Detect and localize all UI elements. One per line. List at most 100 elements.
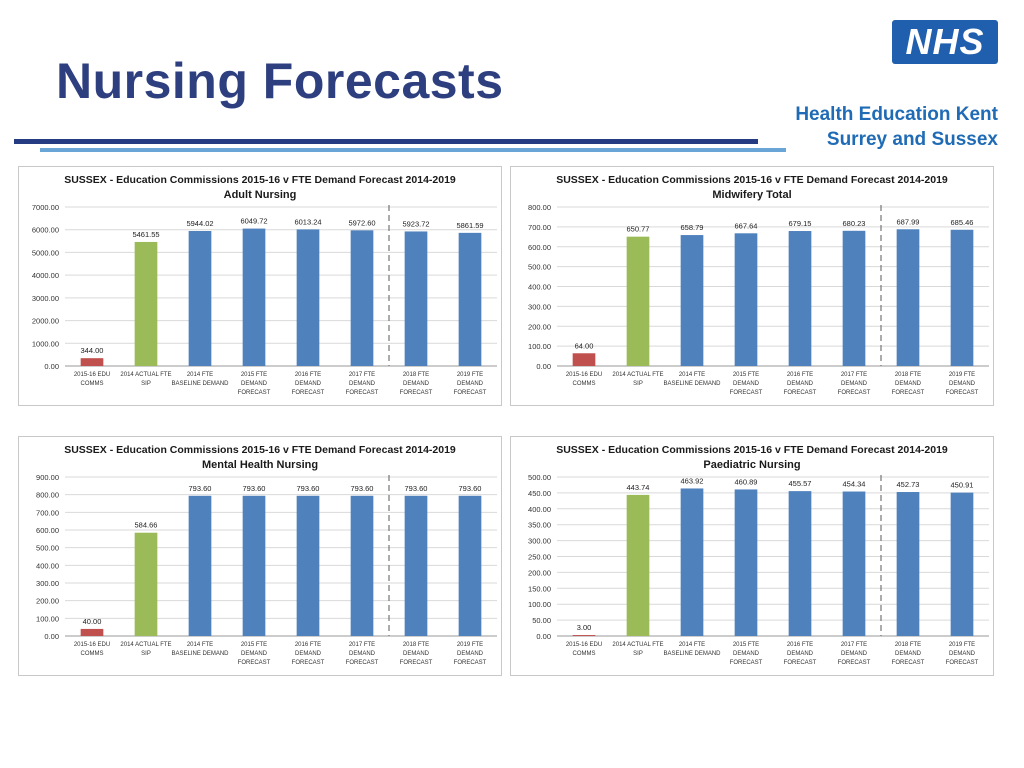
data-label: 5861.59 <box>456 221 483 230</box>
y-tick-label: 6000.00 <box>32 226 59 235</box>
x-category-label: FORECAST <box>400 390 433 396</box>
chart-subtitle: Paediatric Nursing <box>703 459 800 471</box>
x-category-label: 2014 ACTUAL FTE <box>120 372 171 378</box>
bar <box>188 495 212 636</box>
x-category-label: FORECAST <box>292 660 325 666</box>
bar <box>626 236 650 366</box>
data-label: 5923.72 <box>402 219 429 228</box>
chart-title: SUSSEX - Education Commissions 2015-16 v… <box>556 444 948 456</box>
x-category-label: 2014 FTE <box>679 642 705 648</box>
data-label: 3.00 <box>577 623 592 632</box>
x-category-label: DEMAND <box>949 651 976 657</box>
data-label: 793.60 <box>405 484 428 493</box>
x-category-label: FORECAST <box>346 660 379 666</box>
chart-title: SUSSEX - Education Commissions 2015-16 v… <box>64 444 456 456</box>
y-tick-label: 600.00 <box>528 243 551 252</box>
y-tick-label: 0.00 <box>44 632 59 641</box>
chart-subtitle: Midwifery Total <box>712 189 791 201</box>
data-label: 793.60 <box>243 484 266 493</box>
y-tick-label: 700.00 <box>528 223 551 232</box>
data-label: 450.91 <box>951 481 974 490</box>
y-tick-label: 50.00 <box>532 616 551 625</box>
y-tick-label: 700.00 <box>36 508 59 517</box>
header-rule-dark <box>14 139 758 144</box>
data-label: 584.66 <box>135 521 158 530</box>
x-category-label: 2014 ACTUAL FTE <box>612 642 663 648</box>
y-tick-label: 300.00 <box>528 537 551 546</box>
y-tick-label: 800.00 <box>36 491 59 500</box>
organisation-name-line-1: Health Education Kent <box>795 104 998 125</box>
x-category-label: 2018 FTE <box>403 372 429 378</box>
bar <box>80 358 104 366</box>
x-category-label: DEMAND <box>457 381 484 387</box>
data-label: 5972.60 <box>348 218 375 227</box>
bar <box>134 532 158 636</box>
data-label: 6013.24 <box>294 217 321 226</box>
x-category-label: FORECAST <box>454 660 487 666</box>
chart-title: SUSSEX - Education Commissions 2015-16 v… <box>556 174 948 186</box>
x-category-label: 2019 FTE <box>457 642 483 648</box>
y-tick-label: 200.00 <box>528 568 551 577</box>
y-tick-label: 450.00 <box>528 489 551 498</box>
y-tick-label: 300.00 <box>528 302 551 311</box>
x-category-label: COMMS <box>81 381 104 387</box>
data-label: 463.92 <box>681 476 704 485</box>
x-category-label: 2016 FTE <box>295 372 321 378</box>
x-category-label: FORECAST <box>838 390 871 396</box>
x-category-label: 2016 FTE <box>787 642 813 648</box>
y-tick-label: 800.00 <box>528 203 551 212</box>
chart-mental-health-nursing: SUSSEX - Education Commissions 2015-16 v… <box>36 444 497 666</box>
organisation-name-line-2: Surrey and Sussex <box>826 129 998 150</box>
x-category-label: FORECAST <box>346 390 379 396</box>
y-tick-label: 2000.00 <box>32 317 59 326</box>
x-category-label: FORECAST <box>730 390 763 396</box>
y-tick-label: 5000.00 <box>32 248 59 257</box>
data-label: 6049.72 <box>240 217 267 226</box>
bar <box>788 231 812 366</box>
x-category-label: COMMS <box>81 651 104 657</box>
bar <box>896 492 920 636</box>
y-tick-label: 400.00 <box>36 561 59 570</box>
nhs-logo-text: NHS <box>905 21 985 62</box>
y-tick-label: 400.00 <box>528 505 551 514</box>
data-label: 793.60 <box>351 484 374 493</box>
bar <box>242 228 266 366</box>
x-category-label: 2019 FTE <box>949 372 975 378</box>
bar <box>626 494 650 636</box>
data-label: 650.77 <box>627 225 650 234</box>
bar <box>950 492 974 636</box>
data-label: 452.73 <box>897 480 920 489</box>
data-label: 793.60 <box>297 484 320 493</box>
x-category-label: 2015 FTE <box>733 372 759 378</box>
y-tick-label: 0.00 <box>536 362 551 371</box>
y-tick-label: 100.00 <box>528 342 551 351</box>
x-category-label: 2015-16 EDU <box>74 642 110 648</box>
x-category-label: 2017 FTE <box>349 372 375 378</box>
x-category-label: DEMAND <box>949 381 976 387</box>
bar <box>242 495 266 636</box>
x-category-label: FORECAST <box>238 660 271 666</box>
x-category-label: FORECAST <box>292 390 325 396</box>
x-category-label: FORECAST <box>892 390 925 396</box>
bar <box>458 495 482 636</box>
x-category-label: DEMAND <box>241 651 268 657</box>
x-category-label: FORECAST <box>454 390 487 396</box>
y-tick-label: 100.00 <box>528 600 551 609</box>
chart-panel-paediatric-nursing: SUSSEX - Education Commissions 2015-16 v… <box>510 436 994 676</box>
data-label: 658.79 <box>681 223 704 232</box>
chart-adult-nursing: SUSSEX - Education Commissions 2015-16 v… <box>32 174 497 396</box>
y-tick-label: 400.00 <box>528 283 551 292</box>
x-category-label: 2015 FTE <box>241 642 267 648</box>
chart-panel-mental-health-nursing: SUSSEX - Education Commissions 2015-16 v… <box>18 436 502 676</box>
x-category-label: 2014 ACTUAL FTE <box>120 642 171 648</box>
chart-panel-adult-nursing: SUSSEX - Education Commissions 2015-16 v… <box>18 166 502 406</box>
x-category-label: SIP <box>633 651 643 657</box>
y-tick-label: 250.00 <box>528 553 551 562</box>
bar <box>842 230 866 366</box>
data-label: 454.34 <box>843 480 866 489</box>
chart-paediatric-nursing: SUSSEX - Education Commissions 2015-16 v… <box>528 444 989 666</box>
bar <box>134 241 158 366</box>
x-category-label: DEMAND <box>841 381 868 387</box>
y-tick-label: 300.00 <box>36 579 59 588</box>
y-tick-label: 3000.00 <box>32 294 59 303</box>
